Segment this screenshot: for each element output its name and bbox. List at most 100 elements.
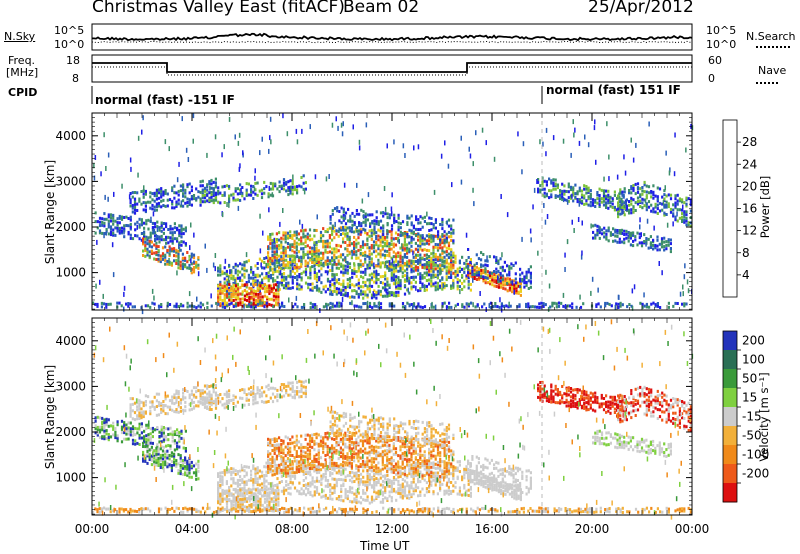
echo-cell	[171, 227, 174, 231]
echo-cell	[148, 254, 151, 258]
echo-cell	[219, 471, 222, 475]
echo-cell	[170, 261, 173, 265]
echo-cell	[425, 262, 428, 266]
echo-cell	[348, 277, 352, 281]
echo-cell	[268, 284, 271, 288]
echo-cell	[552, 178, 555, 182]
echo-cell	[672, 212, 675, 216]
echo-cell	[230, 292, 233, 296]
echo-cell	[190, 262, 193, 266]
echo-cell	[103, 224, 106, 228]
echo-cell	[192, 138, 194, 144]
echo-cell	[465, 302, 468, 306]
echo-cell	[467, 262, 470, 266]
echo-cell	[350, 242, 353, 246]
echo-cell	[353, 262, 356, 266]
echo-cell	[685, 204, 688, 208]
echo-cell	[395, 263, 398, 267]
echo-cell	[329, 488, 332, 492]
echo-cell	[315, 254, 318, 258]
echo-cell	[199, 401, 202, 405]
echo-cell	[263, 257, 266, 260]
echo-cell	[627, 236, 630, 240]
echo-cell	[123, 423, 126, 427]
echo-cell	[415, 218, 418, 222]
echo-cell	[313, 274, 316, 278]
echo-cell	[155, 234, 158, 240]
echo-cell	[404, 153, 406, 158]
echo-cell	[146, 242, 149, 246]
echo-cell	[423, 276, 426, 280]
echo-cell	[289, 486, 292, 490]
echo-cell	[151, 301, 154, 305]
echo-cell	[232, 289, 235, 293]
echo-cell	[410, 236, 413, 240]
echo-cell	[297, 238, 301, 242]
echo-cell	[431, 301, 433, 307]
echo-cell	[344, 291, 347, 295]
echo-cell	[545, 192, 548, 196]
echo-cell	[441, 220, 444, 224]
echo-cell	[685, 213, 688, 217]
echo-cell	[153, 191, 156, 195]
echo-cell	[171, 398, 174, 402]
echo-cell	[275, 244, 278, 248]
echo-cell	[640, 241, 644, 245]
echo-cell	[463, 305, 466, 309]
echo-cell	[412, 237, 415, 241]
echo-cell	[475, 265, 478, 269]
echo-cell	[271, 192, 274, 198]
echo-cell	[390, 293, 393, 297]
echo-cell	[164, 460, 167, 464]
echo-cell	[136, 405, 139, 409]
echo-cell	[456, 270, 459, 274]
echo-cell	[280, 283, 283, 287]
echo-cell	[667, 240, 670, 244]
echo-cell	[188, 393, 191, 397]
echo-cell	[184, 473, 187, 477]
echo-cell	[245, 182, 248, 186]
echo-cell	[337, 255, 340, 259]
echo-cell	[165, 235, 168, 239]
echo-cell	[176, 431, 179, 435]
echo-cell	[585, 202, 588, 206]
echo-cell	[337, 278, 341, 282]
echo-cell	[484, 270, 487, 274]
echo-cell	[315, 229, 318, 232]
echo-cell	[245, 191, 248, 195]
echo-cell	[333, 207, 337, 211]
echo-cell	[208, 191, 211, 195]
echo-cell	[171, 199, 174, 203]
echo-cell	[237, 205, 240, 211]
echo-cell	[406, 265, 409, 269]
echo-cell	[291, 481, 294, 485]
echo-cell	[319, 236, 323, 240]
echo-cell	[285, 284, 288, 287]
echo-cell	[628, 191, 631, 195]
echo-cell	[203, 200, 207, 204]
echo-cell	[182, 199, 185, 203]
echo-cell	[178, 434, 181, 438]
echo-cell	[361, 253, 365, 257]
echo-cell	[146, 446, 149, 450]
echo-cell	[617, 212, 620, 216]
echo-cell	[626, 305, 629, 309]
echo-cell	[536, 179, 538, 184]
echo-cell	[210, 195, 213, 199]
echo-cell	[239, 276, 242, 280]
echo-cell	[617, 215, 620, 219]
echo-cell	[454, 257, 457, 261]
echo-cell	[324, 241, 327, 245]
echo-cell	[256, 495, 259, 499]
echo-cell	[423, 215, 426, 219]
echo-cell	[313, 271, 316, 274]
echo-cell	[442, 283, 444, 289]
echo-cell	[293, 459, 297, 463]
echo-cell	[331, 232, 334, 236]
echo-cell	[503, 304, 506, 308]
echo-cell	[201, 398, 204, 402]
echo-cell	[186, 260, 189, 264]
echo-cell	[403, 255, 406, 259]
echo-cell	[508, 267, 511, 271]
echo-cell	[284, 249, 287, 253]
